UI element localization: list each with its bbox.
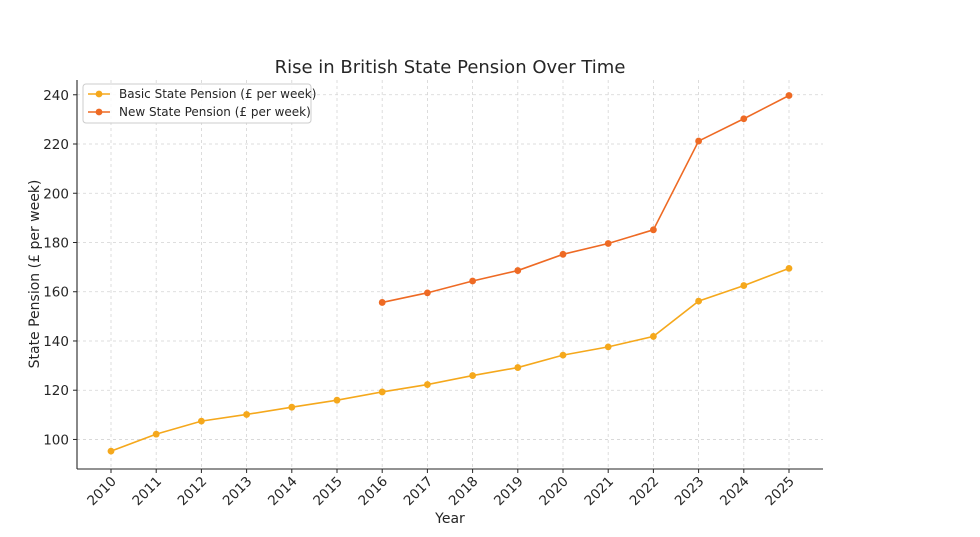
x-tick-label: 2017	[401, 474, 437, 510]
series-1-point	[785, 92, 793, 99]
x-tick-label: 2016	[355, 474, 391, 510]
series-1-point	[695, 137, 702, 145]
x-tick-label: 2024	[717, 474, 753, 510]
x-tick-label: 2011	[129, 474, 165, 510]
x-tick-label: 2010	[84, 474, 120, 510]
legend-box	[82, 83, 312, 124]
x-tick-label: 2019	[491, 474, 527, 510]
series-0-point	[152, 430, 160, 438]
series-0-point	[559, 351, 567, 359]
x-tick-label: 2012	[175, 474, 211, 510]
series-0-point	[650, 333, 657, 340]
series-1-point	[514, 267, 522, 274]
x-tick-label: 2023	[672, 474, 708, 510]
series-0-point	[378, 388, 386, 396]
series-1-point	[740, 115, 748, 123]
legend-label-1: New State Pension (£ per week)	[119, 105, 311, 119]
series-0-line	[110, 267, 790, 452]
y-tick-label: 240	[43, 88, 69, 104]
series-0	[107, 264, 793, 455]
series-1-point	[604, 240, 612, 247]
series-0-point	[198, 417, 205, 425]
series-1-point	[559, 250, 567, 258]
y-tick-label: 120	[43, 383, 69, 399]
y-tick-label: 180	[43, 235, 69, 251]
x-tick-label: 2020	[536, 474, 572, 510]
x-tick-label: 2014	[265, 474, 301, 510]
grid-lines	[77, 80, 823, 469]
x-tick-label: 2013	[220, 474, 256, 510]
legend-swatch-marker-1	[95, 108, 103, 116]
legend-label-0: Basic State Pension (£ per week)	[119, 87, 316, 101]
x-axis-label: Year	[434, 511, 465, 527]
series-0-point	[243, 411, 251, 418]
y-tick-label: 200	[43, 186, 69, 202]
y-axis-label: State Pension (£ per week)	[27, 180, 43, 369]
series-0-point	[604, 343, 612, 351]
y-tick-label: 220	[43, 137, 69, 153]
series-0-point	[695, 297, 702, 305]
x-tick-label: 2021	[581, 474, 617, 510]
y-tick-label: 140	[43, 334, 69, 350]
series-0-point	[288, 403, 296, 411]
series-1-point	[378, 299, 386, 306]
series-1-point	[469, 277, 476, 285]
x-tick-label: 2018	[446, 474, 482, 510]
series-0-point	[785, 264, 793, 272]
series-0-point	[514, 364, 522, 371]
series-0-point	[333, 396, 341, 404]
axes	[76, 80, 823, 470]
series-1-line	[382, 94, 790, 304]
legend-swatch-marker-0	[95, 90, 103, 98]
series-0-point	[107, 447, 115, 455]
x-tick-label: 2015	[310, 474, 346, 510]
series-1-point	[650, 226, 657, 234]
x-tick-label: 2025	[762, 474, 798, 510]
y-tick-label: 100	[43, 432, 69, 448]
y-tick-label: 160	[43, 285, 69, 301]
legend: Basic State Pension (£ per week) New Stat…	[82, 83, 316, 124]
series-1-point	[424, 289, 431, 297]
series-0-point	[424, 381, 431, 388]
series-0-point	[740, 282, 748, 289]
series-0-point	[469, 372, 476, 379]
x-tick-label: 2022	[627, 474, 663, 510]
series-1	[378, 92, 793, 306]
chart-title: Rise in British State Pension Over Time	[275, 57, 626, 78]
series-layer	[107, 92, 793, 455]
